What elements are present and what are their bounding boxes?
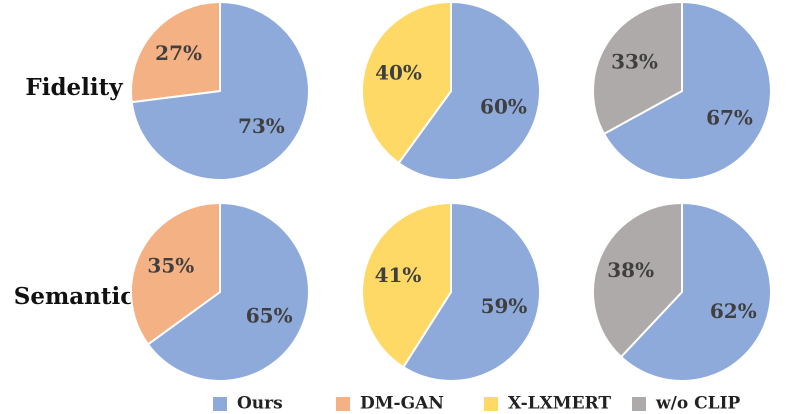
- pie: 73% 27%: [130, 0, 310, 181]
- legend-label: w/o CLIP: [655, 394, 741, 414]
- slice-data-label: 35%: [147, 253, 194, 277]
- slice-data-label: 41%: [375, 263, 422, 287]
- pie-slice-x-lxmert: [361, 201, 452, 369]
- legend-label: DM-GAN: [360, 394, 444, 414]
- slice-data-label: 38%: [607, 258, 654, 282]
- pie-slice-x-lxmert: [361, 0, 452, 165]
- row-label: Semantic: [14, 283, 135, 310]
- slice-data-label: 40%: [375, 60, 422, 84]
- slice-data-label: 59%: [481, 294, 528, 318]
- row-label: Fidelity: [25, 74, 123, 101]
- slice-data-label: 73%: [238, 114, 285, 138]
- legend: Ours DM-GAN X-LXMERT w/o CLIP: [213, 394, 741, 414]
- legend-swatch: [484, 397, 498, 411]
- pie-rows: Fidelity 73% 27% 60% 40% 67% 33% Semantic 65% 35%…: [14, 0, 772, 382]
- pie-row-fidelity: Fidelity 73% 27% 60% 40% 67% 33%: [25, 0, 772, 181]
- slice-data-label: 65%: [246, 304, 293, 328]
- pie: 65% 35%: [130, 201, 310, 382]
- slice-data-label: 33%: [611, 49, 658, 73]
- slice-data-label: 62%: [710, 299, 757, 323]
- legend-item: DM-GAN: [336, 394, 444, 414]
- legend-label: Ours: [237, 394, 283, 414]
- pie-slice-ours: [146, 201, 310, 382]
- pie-slice-dm-gan: [130, 0, 221, 104]
- slice-data-label: 60%: [480, 95, 527, 119]
- slice-data-label: 67%: [706, 106, 753, 130]
- pie: 62% 38%: [592, 201, 772, 382]
- legend-item: Ours: [213, 394, 283, 414]
- pie: 67% 33%: [592, 0, 772, 181]
- pie: 60% 40%: [361, 0, 541, 181]
- legend-item: w/o CLIP: [632, 394, 741, 414]
- pie-row-semantic: Semantic 65% 35% 59% 41% 62% 38%: [14, 201, 772, 382]
- pie-slice-dm-gan: [130, 201, 221, 346]
- pie-slice-ours: [619, 201, 772, 382]
- legend-item: X-LXMERT: [484, 394, 611, 414]
- pie-slice-w-o-clip: [592, 201, 683, 359]
- pie-slice-ours: [401, 201, 541, 382]
- legend-swatch: [632, 397, 646, 411]
- legend-label: X-LXMERT: [508, 394, 611, 414]
- pie-slice-w-o-clip: [592, 0, 683, 136]
- pie-slice-ours: [397, 0, 541, 181]
- legend-swatch: [213, 397, 227, 411]
- legend-swatch: [336, 397, 350, 411]
- pie-slice-ours: [602, 0, 772, 181]
- slice-data-label: 27%: [155, 41, 202, 65]
- pie: 59% 41%: [361, 201, 541, 382]
